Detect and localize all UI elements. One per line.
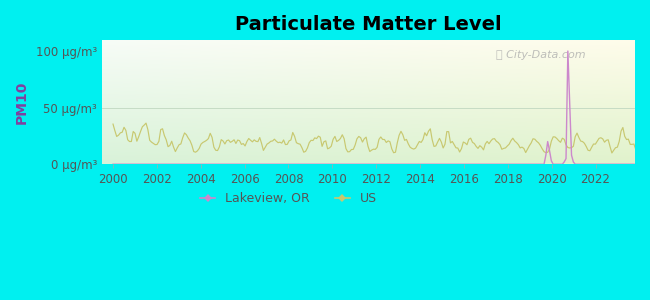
- Text: ⓘ City-Data.com: ⓘ City-Data.com: [497, 50, 586, 60]
- Title: Particulate Matter Level: Particulate Matter Level: [235, 15, 502, 34]
- Y-axis label: PM10: PM10: [15, 80, 29, 124]
- Legend: Lakeview, OR, US: Lakeview, OR, US: [195, 187, 382, 210]
